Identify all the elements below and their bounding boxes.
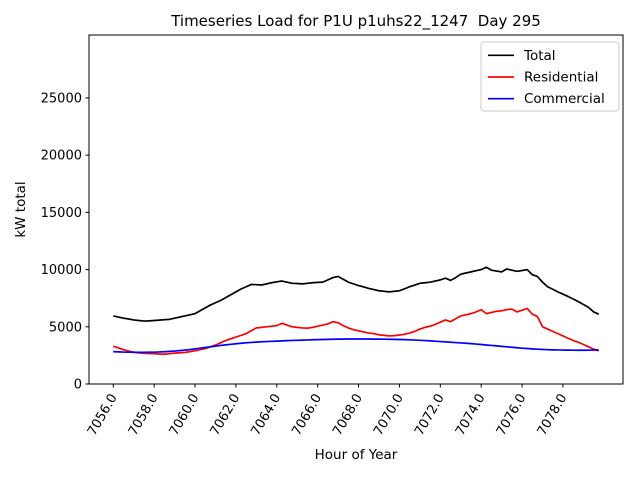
y-axis-label: kW total — [13, 181, 29, 237]
legend-label: Residential — [524, 70, 598, 86]
x-tick-label: 7064.0 — [249, 392, 285, 439]
plot-frame — [88, 34, 624, 385]
x-tick-label: 7058.0 — [126, 392, 162, 439]
x-tick-label: 7074.0 — [453, 392, 489, 439]
legend-box — [480, 41, 620, 112]
x-tick-label: 7070.0 — [371, 392, 407, 439]
x-tick-label: 7060.0 — [167, 392, 203, 439]
x-tick-label: 7068.0 — [330, 392, 366, 439]
x-tick-label: 7056.0 — [85, 392, 121, 439]
legend-label: Total — [523, 48, 556, 64]
legend-entry-residential: Residential — [488, 70, 598, 86]
chart-title: Timeseries Load for P1U p1uhs22_1247 Day… — [170, 12, 541, 31]
x-axis-ticks: 7056.0 7058.0 7060.0 7062.0 7064.0 7066.0 7068… — [85, 384, 570, 438]
legend-entry-commercial: Commercial — [488, 91, 605, 107]
y-tick-label: 20000 — [41, 149, 82, 164]
y-tick-label: 15000 — [41, 206, 82, 221]
x-axis-label: Hour of Year — [315, 447, 398, 463]
x-tick-label: 7062.0 — [208, 392, 244, 439]
x-tick-label: 7076.0 — [494, 392, 530, 439]
y-axis-ticks: 0 5000 10000 15000 20000 25000 — [41, 91, 89, 393]
y-tick-label: 25000 — [41, 91, 82, 106]
y-tick-label: 0 — [74, 378, 82, 393]
series-line-commercial — [113, 338, 599, 354]
y-tick-label: 5000 — [49, 320, 82, 335]
x-tick-label: 7066.0 — [289, 392, 325, 439]
plot-series — [112, 266, 600, 356]
legend: Total Residential Commercial — [480, 41, 620, 112]
legend-label: Commercial — [524, 91, 605, 107]
y-tick-label: 10000 — [41, 263, 82, 278]
series-line-total — [113, 266, 600, 322]
legend-entry-total: Total — [488, 48, 556, 64]
x-tick-label: 7078.0 — [535, 392, 571, 439]
x-tick-label: 7072.0 — [412, 392, 448, 439]
series-line-residential — [112, 307, 600, 356]
